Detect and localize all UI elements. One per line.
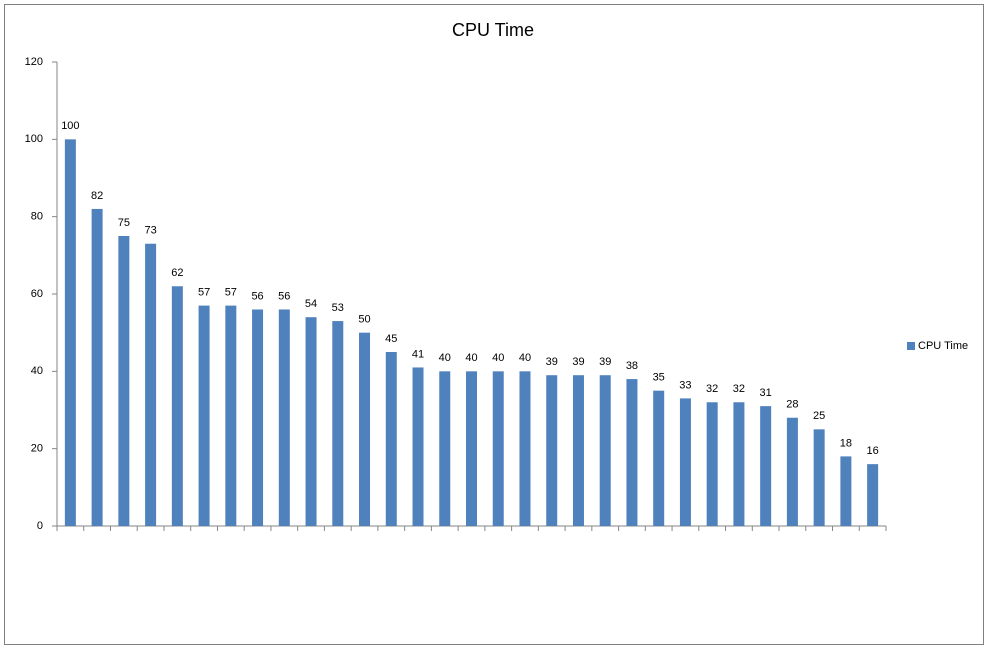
data-label: 39 xyxy=(572,356,584,368)
bar xyxy=(145,243,157,526)
y-tick-label: 20 xyxy=(31,443,43,455)
data-label: 57 xyxy=(225,287,237,299)
data-label: 100 xyxy=(61,120,79,132)
bar xyxy=(572,375,584,526)
data-label: 56 xyxy=(278,290,290,302)
data-label: 41 xyxy=(412,348,424,360)
bar xyxy=(733,402,745,526)
data-label: 56 xyxy=(251,290,263,302)
data-label: 32 xyxy=(706,383,718,395)
data-label: 38 xyxy=(626,360,638,372)
bar xyxy=(653,390,665,526)
bar xyxy=(626,379,638,526)
y-tick-label: 100 xyxy=(25,133,43,145)
legend-swatch xyxy=(907,342,915,350)
data-label: 73 xyxy=(144,225,156,237)
bar xyxy=(385,352,397,526)
data-label: 40 xyxy=(492,352,504,364)
bar xyxy=(439,371,451,526)
bar xyxy=(760,406,772,526)
data-label: 32 xyxy=(733,383,745,395)
bar xyxy=(198,305,210,526)
data-label: 40 xyxy=(439,352,451,364)
y-tick-label: 40 xyxy=(31,365,43,377)
data-label: 82 xyxy=(91,190,103,202)
bar xyxy=(91,208,103,526)
bar xyxy=(225,305,237,526)
bar xyxy=(519,371,531,526)
data-label: 62 xyxy=(171,267,183,279)
bar xyxy=(786,417,798,526)
bar xyxy=(813,429,825,526)
data-label: 16 xyxy=(867,445,879,457)
chart-title: CPU Time xyxy=(452,20,534,40)
data-label: 18 xyxy=(840,437,852,449)
bar xyxy=(332,321,344,526)
data-label: 40 xyxy=(519,352,531,364)
data-label: 31 xyxy=(760,387,772,399)
y-tick-label: 80 xyxy=(31,211,43,223)
bar xyxy=(867,464,879,526)
bar xyxy=(546,375,558,526)
bar xyxy=(492,371,504,526)
data-label: 54 xyxy=(305,298,317,310)
bar xyxy=(278,309,290,526)
data-label: 39 xyxy=(546,356,558,368)
bar xyxy=(840,456,852,526)
y-tick-label: 60 xyxy=(31,288,43,300)
data-label: 25 xyxy=(813,410,825,422)
data-label: 45 xyxy=(385,333,397,345)
data-label: 28 xyxy=(786,399,798,411)
data-label: 75 xyxy=(118,217,130,229)
bar xyxy=(171,286,183,526)
bar xyxy=(706,402,718,526)
data-label: 57 xyxy=(198,287,210,299)
bar xyxy=(118,236,130,526)
data-label: 39 xyxy=(599,356,611,368)
bar xyxy=(252,309,264,526)
chart-border xyxy=(4,4,984,645)
bar xyxy=(599,375,611,526)
y-tick-label: 0 xyxy=(37,520,43,532)
data-label: 53 xyxy=(332,302,344,314)
data-label: 40 xyxy=(465,352,477,364)
data-label: 50 xyxy=(358,314,370,326)
y-tick-label: 120 xyxy=(25,56,43,68)
legend-label: CPU Time xyxy=(918,340,968,352)
bar xyxy=(64,139,76,527)
bar xyxy=(466,371,477,526)
bar xyxy=(679,398,691,526)
bar xyxy=(359,332,371,526)
bar xyxy=(305,317,317,526)
bar xyxy=(412,367,424,526)
data-label: 35 xyxy=(653,372,665,384)
data-label: 33 xyxy=(679,379,691,391)
